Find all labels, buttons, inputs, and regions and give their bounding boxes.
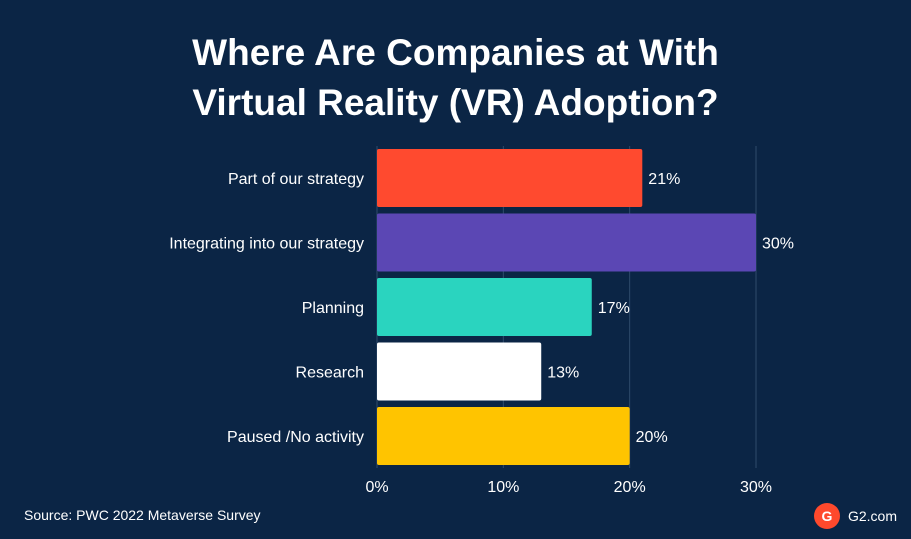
value-label-2: 17% bbox=[598, 300, 630, 317]
brand-name: G2.com bbox=[847, 508, 897, 524]
value-label-1: 30% bbox=[762, 236, 794, 253]
value-label-3: 13% bbox=[547, 365, 579, 382]
g2-logo-text: G bbox=[822, 508, 833, 524]
bar-4 bbox=[377, 407, 630, 465]
category-label-2: Planning bbox=[302, 300, 364, 317]
chart-title-line-1: Where Are Companies at With bbox=[192, 32, 719, 73]
x-tick-label-0: 0% bbox=[365, 479, 388, 496]
bar-2 bbox=[377, 278, 592, 336]
source-note: Source: PWC 2022 Metaverse Survey bbox=[24, 507, 261, 523]
x-tick-label-3: 30% bbox=[740, 479, 772, 496]
category-label-3: Research bbox=[296, 365, 364, 382]
category-label-0: Part of our strategy bbox=[228, 171, 364, 188]
value-label-0: 21% bbox=[648, 171, 680, 188]
bar-3 bbox=[377, 342, 542, 401]
chart-title: Where Are Companies at With Virtual Real… bbox=[0, 28, 911, 128]
g2-logo-icon: G bbox=[813, 503, 840, 529]
chart-title-line-2: Virtual Reality (VR) Adoption? bbox=[192, 82, 719, 123]
x-tick-label-2: 20% bbox=[614, 479, 646, 496]
brand: G G2.com bbox=[813, 503, 897, 529]
category-label-4: Paused /No activity bbox=[227, 429, 364, 446]
category-label-1: Integrating into our strategy bbox=[169, 236, 364, 253]
x-tick-label-1: 10% bbox=[487, 479, 519, 496]
bar-0 bbox=[377, 149, 643, 207]
value-label-4: 20% bbox=[636, 429, 668, 446]
bar-1 bbox=[377, 213, 756, 272]
